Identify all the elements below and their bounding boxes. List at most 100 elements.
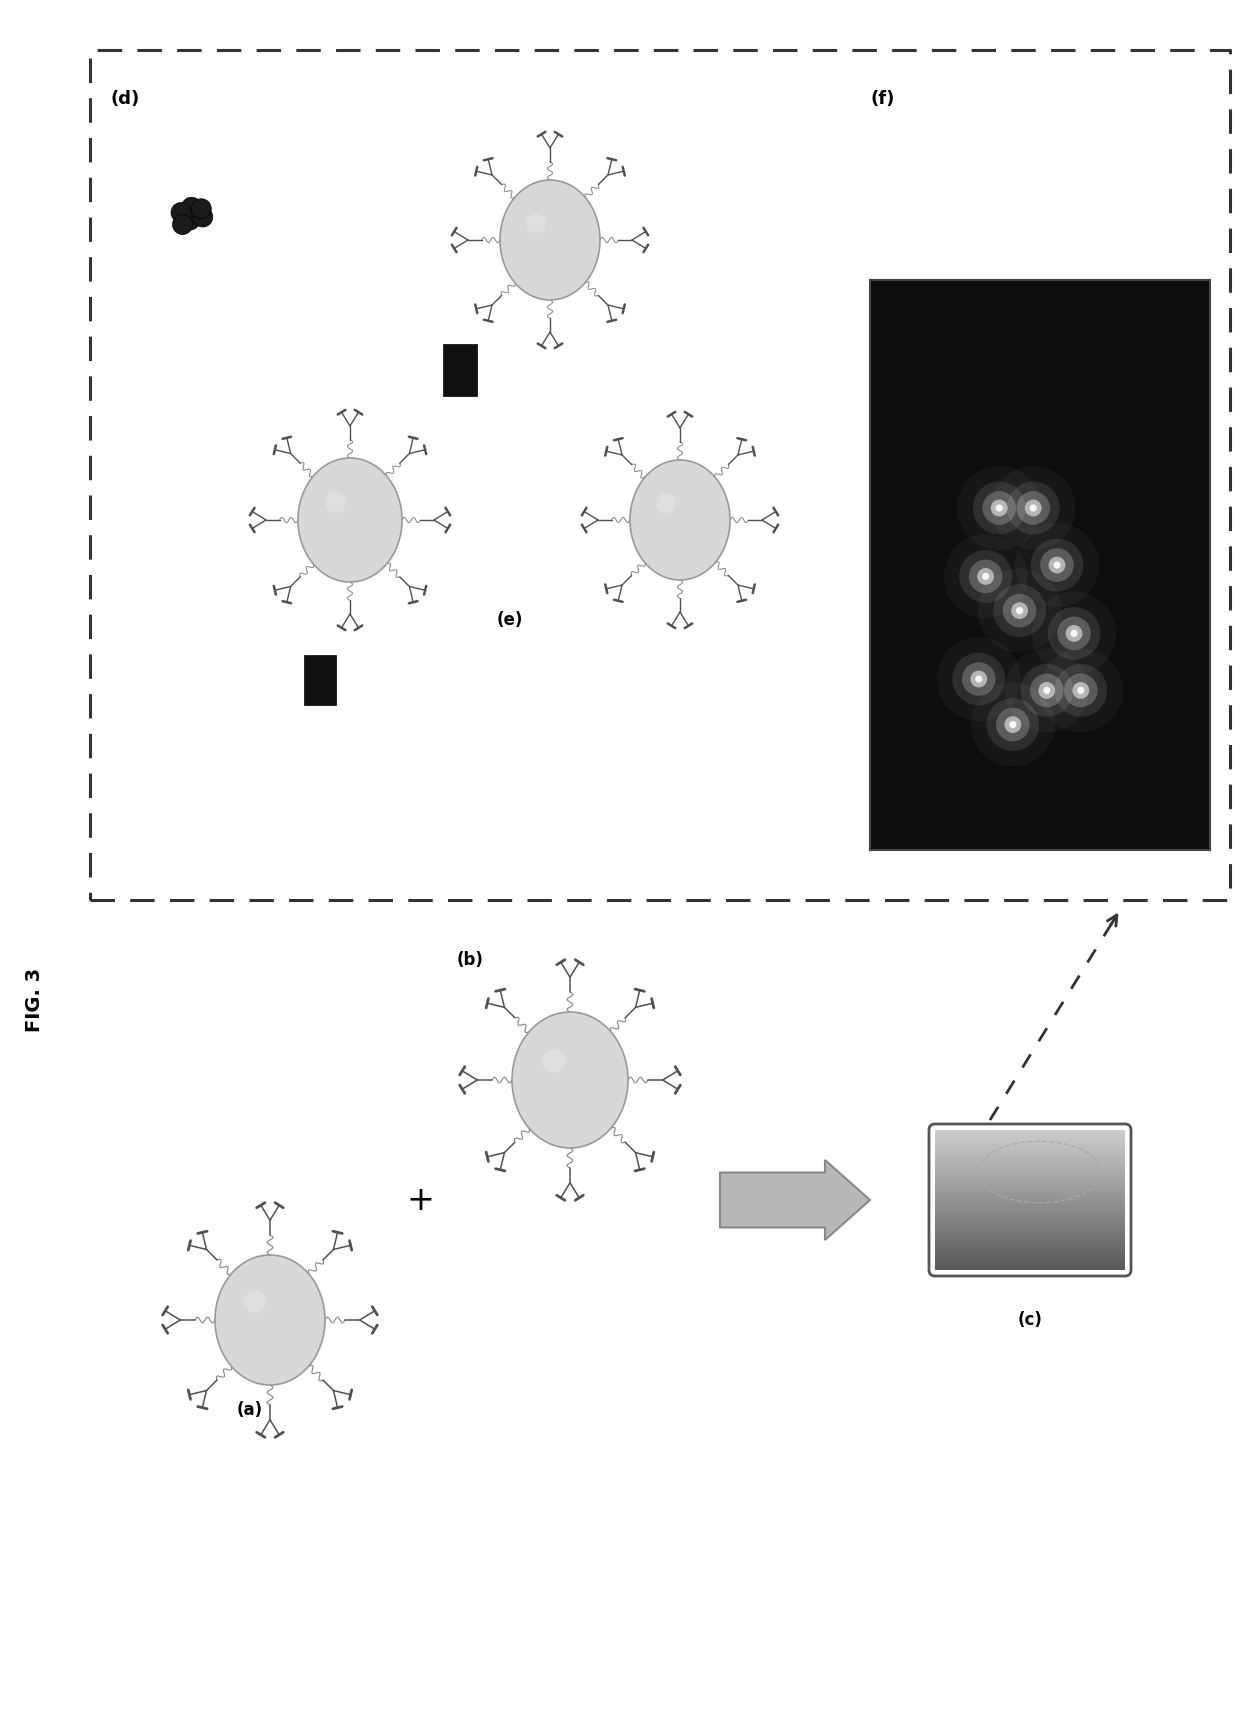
Circle shape <box>1064 673 1097 708</box>
Circle shape <box>1016 607 1023 614</box>
Bar <box>935 1260 1125 1263</box>
Text: (d): (d) <box>110 91 139 108</box>
Circle shape <box>1078 687 1085 694</box>
Bar <box>870 280 1210 849</box>
Circle shape <box>192 207 213 227</box>
Ellipse shape <box>298 458 402 583</box>
Bar <box>935 1133 1125 1136</box>
Bar <box>935 1220 1125 1225</box>
Circle shape <box>1003 593 1037 627</box>
Circle shape <box>1004 716 1022 733</box>
Bar <box>935 1224 1125 1229</box>
Bar <box>935 1183 1125 1186</box>
Text: (e): (e) <box>497 612 523 629</box>
Bar <box>935 1171 1125 1176</box>
Bar <box>935 1189 1125 1193</box>
Circle shape <box>996 504 1003 511</box>
Circle shape <box>993 584 1047 637</box>
Bar <box>935 1176 1125 1179</box>
Circle shape <box>1043 687 1050 694</box>
Bar <box>935 1179 1125 1183</box>
Circle shape <box>191 198 211 219</box>
Circle shape <box>1058 617 1091 649</box>
Circle shape <box>986 699 1039 750</box>
Bar <box>935 1217 1125 1220</box>
Circle shape <box>996 708 1029 742</box>
Circle shape <box>968 559 1002 593</box>
Bar <box>935 1140 1125 1143</box>
Circle shape <box>982 490 1016 525</box>
Circle shape <box>982 573 990 579</box>
Bar <box>935 1253 1125 1256</box>
Ellipse shape <box>500 179 600 301</box>
Bar <box>935 1157 1125 1162</box>
Circle shape <box>1021 665 1073 716</box>
Bar <box>935 1230 1125 1236</box>
Circle shape <box>952 653 1006 706</box>
Bar <box>935 1196 1125 1200</box>
Text: (c): (c) <box>1018 1311 1043 1330</box>
Circle shape <box>1009 721 1017 728</box>
Bar <box>935 1244 1125 1249</box>
Bar <box>935 1237 1125 1242</box>
Bar <box>935 1203 1125 1207</box>
Bar <box>935 1154 1125 1159</box>
Circle shape <box>171 202 191 222</box>
Bar <box>935 1193 1125 1196</box>
Bar <box>935 1234 1125 1239</box>
Circle shape <box>180 210 200 231</box>
Circle shape <box>1030 673 1064 708</box>
Circle shape <box>973 482 1025 535</box>
Bar <box>935 1130 1125 1133</box>
FancyBboxPatch shape <box>443 344 477 396</box>
Circle shape <box>1017 490 1050 525</box>
Circle shape <box>172 215 192 234</box>
Circle shape <box>1024 499 1042 516</box>
Circle shape <box>1073 682 1089 699</box>
Circle shape <box>1030 538 1084 591</box>
Text: +: + <box>405 1184 434 1217</box>
Circle shape <box>991 499 1008 516</box>
Bar <box>935 1207 1125 1210</box>
Circle shape <box>975 675 982 682</box>
Bar <box>935 1256 1125 1260</box>
Circle shape <box>1007 482 1060 535</box>
Circle shape <box>1049 557 1065 574</box>
Bar <box>935 1143 1125 1147</box>
Circle shape <box>1070 631 1078 637</box>
FancyArrow shape <box>720 1160 870 1241</box>
Bar <box>935 1249 1125 1253</box>
Circle shape <box>1065 625 1083 643</box>
Bar <box>935 1164 1125 1169</box>
Text: (b): (b) <box>456 950 484 969</box>
Bar <box>935 1167 1125 1172</box>
Ellipse shape <box>656 492 676 514</box>
Ellipse shape <box>215 1254 325 1384</box>
Bar <box>935 1227 1125 1232</box>
Circle shape <box>977 567 994 584</box>
Bar <box>935 1150 1125 1155</box>
Bar <box>935 1213 1125 1217</box>
Text: (a): (a) <box>237 1401 263 1418</box>
Text: (f): (f) <box>870 91 894 108</box>
Bar <box>935 1210 1125 1213</box>
Bar <box>935 1136 1125 1140</box>
Bar <box>935 1147 1125 1150</box>
Circle shape <box>1038 682 1055 699</box>
Circle shape <box>1048 607 1100 660</box>
Bar <box>935 1160 1125 1166</box>
Circle shape <box>181 197 201 217</box>
Circle shape <box>971 670 987 687</box>
Circle shape <box>1054 665 1107 716</box>
Text: FIG. 3: FIG. 3 <box>26 967 45 1032</box>
Ellipse shape <box>243 1290 265 1313</box>
Ellipse shape <box>526 212 546 234</box>
Ellipse shape <box>542 1049 565 1073</box>
Bar <box>935 1263 1125 1266</box>
Bar <box>935 1241 1125 1246</box>
Bar <box>935 1200 1125 1203</box>
Circle shape <box>1040 549 1074 581</box>
Circle shape <box>1054 561 1060 569</box>
Bar <box>935 1186 1125 1189</box>
FancyBboxPatch shape <box>304 655 336 704</box>
